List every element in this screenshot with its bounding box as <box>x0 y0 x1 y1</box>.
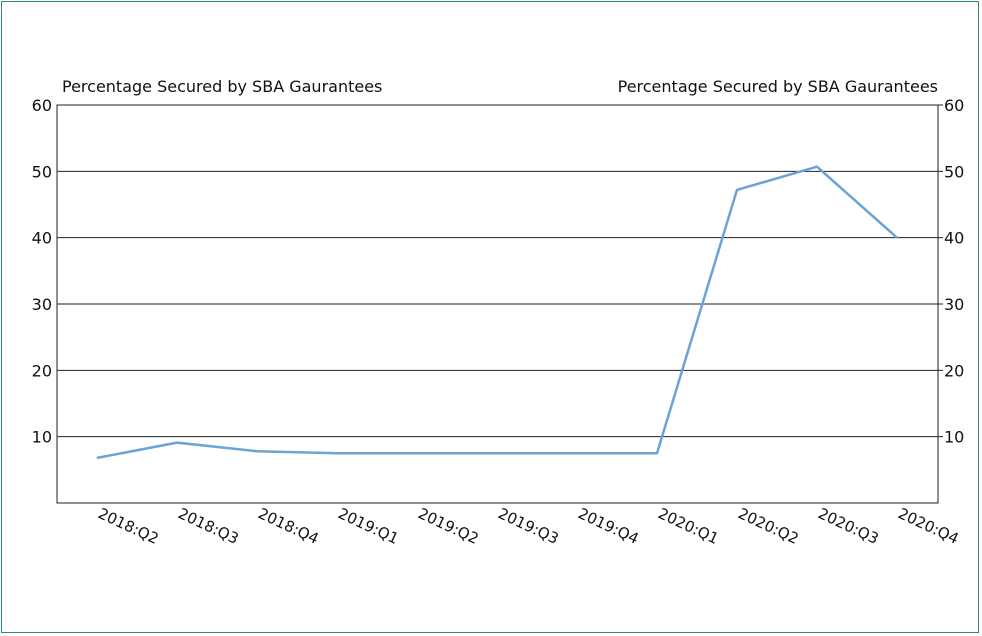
x-tick-label: 2019:Q3 <box>495 504 561 548</box>
y-tick-right-label: 50 <box>944 162 964 181</box>
x-tick-label: 2020:Q4 <box>895 504 961 548</box>
x-tick-label: 2020:Q1 <box>655 504 721 548</box>
data-point <box>96 457 98 459</box>
x-tick-label: 2019:Q4 <box>575 504 641 548</box>
y-tick-left-label: 40 <box>32 229 52 248</box>
y-tick-right-label: 30 <box>944 295 964 314</box>
x-tick-label: 2020:Q2 <box>735 504 801 548</box>
data-point <box>896 237 898 239</box>
y-tick-left-label: 10 <box>32 428 52 447</box>
x-tick-label: 2018:Q4 <box>255 504 321 548</box>
y-tick-right-label: 40 <box>944 229 964 248</box>
y-axis-right: 10 20 30 40 50 60 <box>938 96 964 447</box>
y-tick-left-label: 20 <box>32 361 52 380</box>
gridlines <box>57 170 938 438</box>
x-axis: 2018:Q2 2018:Q3 2018:Q4 2019:Q1 2019:Q2 2019:… <box>95 504 961 548</box>
y-tick-right-label: 10 <box>944 428 964 447</box>
left-axis-label: Percentage Secured by SBA Gaurantees <box>62 77 382 96</box>
y-tick-left-label: 50 <box>32 162 52 181</box>
x-tick-label: 2018:Q2 <box>95 504 161 548</box>
y-tick-right-label: 60 <box>944 96 964 115</box>
x-tick-label: 2018:Q3 <box>175 504 241 548</box>
data-point <box>656 452 658 454</box>
data-point <box>416 452 418 454</box>
series-line-0 <box>96 165 898 460</box>
data-point <box>816 166 818 168</box>
right-axis-label: Percentage Secured by SBA Gaurantees <box>618 77 938 96</box>
series-group <box>96 165 898 460</box>
y-tick-left-label: 30 <box>32 295 52 314</box>
data-point <box>496 452 498 454</box>
x-tick-label: 2019:Q2 <box>415 504 481 548</box>
data-point <box>256 450 258 452</box>
data-point <box>736 189 738 191</box>
data-point <box>576 452 578 454</box>
x-tick-label: 2019:Q1 <box>335 504 401 548</box>
data-point <box>336 452 338 454</box>
data-point <box>176 442 178 444</box>
y-axis-left: 10 20 30 40 50 60 <box>32 96 52 447</box>
x-tick-label: 2020:Q3 <box>815 504 881 548</box>
y-tick-right-label: 20 <box>944 361 964 380</box>
y-tick-left-label: 60 <box>32 96 52 115</box>
